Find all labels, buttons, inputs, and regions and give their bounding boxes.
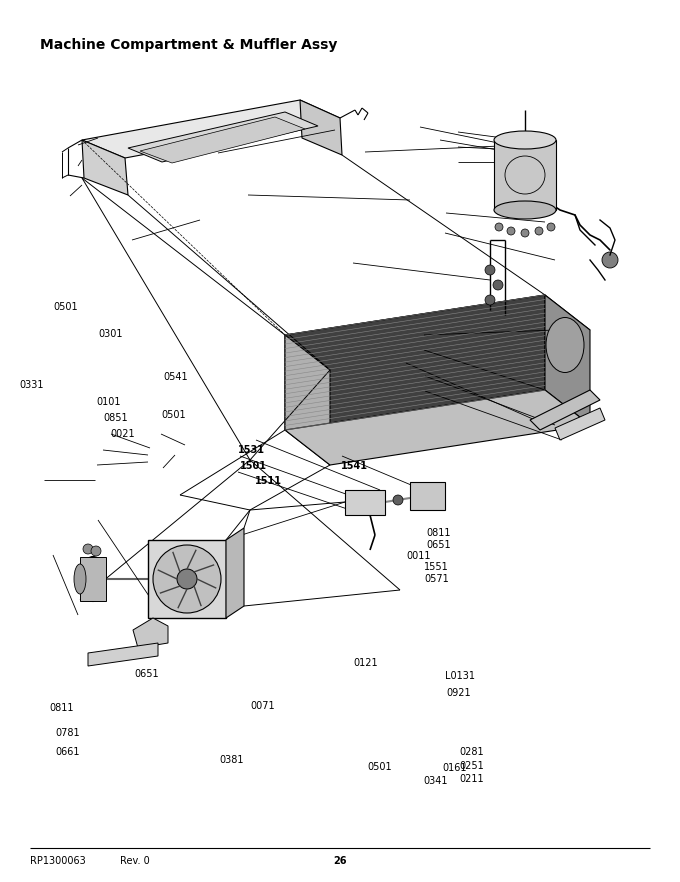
- Text: 1551: 1551: [424, 562, 449, 572]
- Text: 0281: 0281: [460, 747, 484, 758]
- Text: 0811: 0811: [49, 703, 73, 714]
- Polygon shape: [345, 490, 385, 515]
- Circle shape: [177, 569, 197, 589]
- Text: 0101: 0101: [97, 397, 121, 407]
- Polygon shape: [82, 100, 340, 158]
- Text: 0021: 0021: [111, 429, 135, 439]
- Text: 0661: 0661: [56, 747, 80, 758]
- Ellipse shape: [494, 201, 556, 219]
- Text: 0161: 0161: [442, 763, 466, 774]
- Polygon shape: [88, 643, 158, 666]
- Polygon shape: [555, 408, 605, 440]
- Text: 0011: 0011: [407, 550, 431, 561]
- Circle shape: [91, 546, 101, 556]
- Text: RP1300063: RP1300063: [30, 856, 86, 866]
- Polygon shape: [285, 335, 330, 465]
- Circle shape: [493, 280, 503, 290]
- Text: L0131: L0131: [445, 670, 475, 681]
- Text: 0541: 0541: [163, 372, 188, 383]
- Text: 0921: 0921: [447, 688, 471, 699]
- Circle shape: [602, 252, 618, 268]
- Circle shape: [393, 495, 403, 505]
- Text: 1511: 1511: [255, 475, 282, 486]
- Polygon shape: [82, 140, 128, 195]
- Text: 0501: 0501: [162, 410, 186, 421]
- Polygon shape: [128, 112, 318, 162]
- Text: 0811: 0811: [426, 527, 451, 538]
- Ellipse shape: [494, 131, 556, 149]
- Text: 0071: 0071: [250, 700, 275, 711]
- Polygon shape: [410, 482, 445, 510]
- Text: Rev. 0: Rev. 0: [120, 856, 150, 866]
- Polygon shape: [494, 140, 556, 210]
- Text: 0381: 0381: [219, 755, 243, 766]
- Text: 1501: 1501: [240, 460, 267, 471]
- Ellipse shape: [80, 557, 105, 602]
- Circle shape: [153, 545, 221, 613]
- Text: 26: 26: [333, 856, 347, 866]
- Text: 0331: 0331: [20, 380, 44, 391]
- Circle shape: [535, 227, 543, 235]
- Text: 0501: 0501: [367, 762, 392, 773]
- Polygon shape: [285, 295, 545, 430]
- Text: 0211: 0211: [460, 774, 484, 784]
- Text: 1541: 1541: [341, 460, 369, 471]
- Text: 0651: 0651: [426, 540, 451, 550]
- Circle shape: [507, 227, 515, 235]
- Text: 0781: 0781: [56, 728, 80, 738]
- Ellipse shape: [74, 564, 86, 594]
- Text: Machine Compartment & Muffler Assy: Machine Compartment & Muffler Assy: [40, 38, 337, 52]
- Circle shape: [547, 223, 555, 231]
- Polygon shape: [300, 100, 342, 155]
- Text: 0301: 0301: [99, 329, 123, 340]
- Text: 0851: 0851: [103, 413, 128, 423]
- Text: 0251: 0251: [460, 760, 484, 771]
- Text: 0651: 0651: [135, 669, 159, 679]
- Ellipse shape: [186, 131, 214, 145]
- Polygon shape: [226, 528, 244, 618]
- Polygon shape: [140, 117, 305, 163]
- Polygon shape: [545, 295, 590, 425]
- Text: 0501: 0501: [53, 302, 78, 312]
- Text: 0121: 0121: [354, 658, 378, 669]
- Polygon shape: [285, 390, 590, 465]
- Text: 0571: 0571: [424, 574, 449, 585]
- Circle shape: [495, 223, 503, 231]
- Ellipse shape: [546, 318, 584, 372]
- Circle shape: [485, 265, 495, 275]
- Polygon shape: [285, 295, 590, 370]
- Polygon shape: [148, 540, 226, 618]
- Circle shape: [485, 295, 495, 305]
- Polygon shape: [530, 390, 600, 430]
- Text: 1531: 1531: [238, 445, 265, 455]
- Polygon shape: [80, 557, 106, 601]
- Text: 0341: 0341: [424, 776, 448, 787]
- Polygon shape: [133, 618, 168, 648]
- Circle shape: [521, 229, 529, 237]
- Circle shape: [83, 544, 93, 554]
